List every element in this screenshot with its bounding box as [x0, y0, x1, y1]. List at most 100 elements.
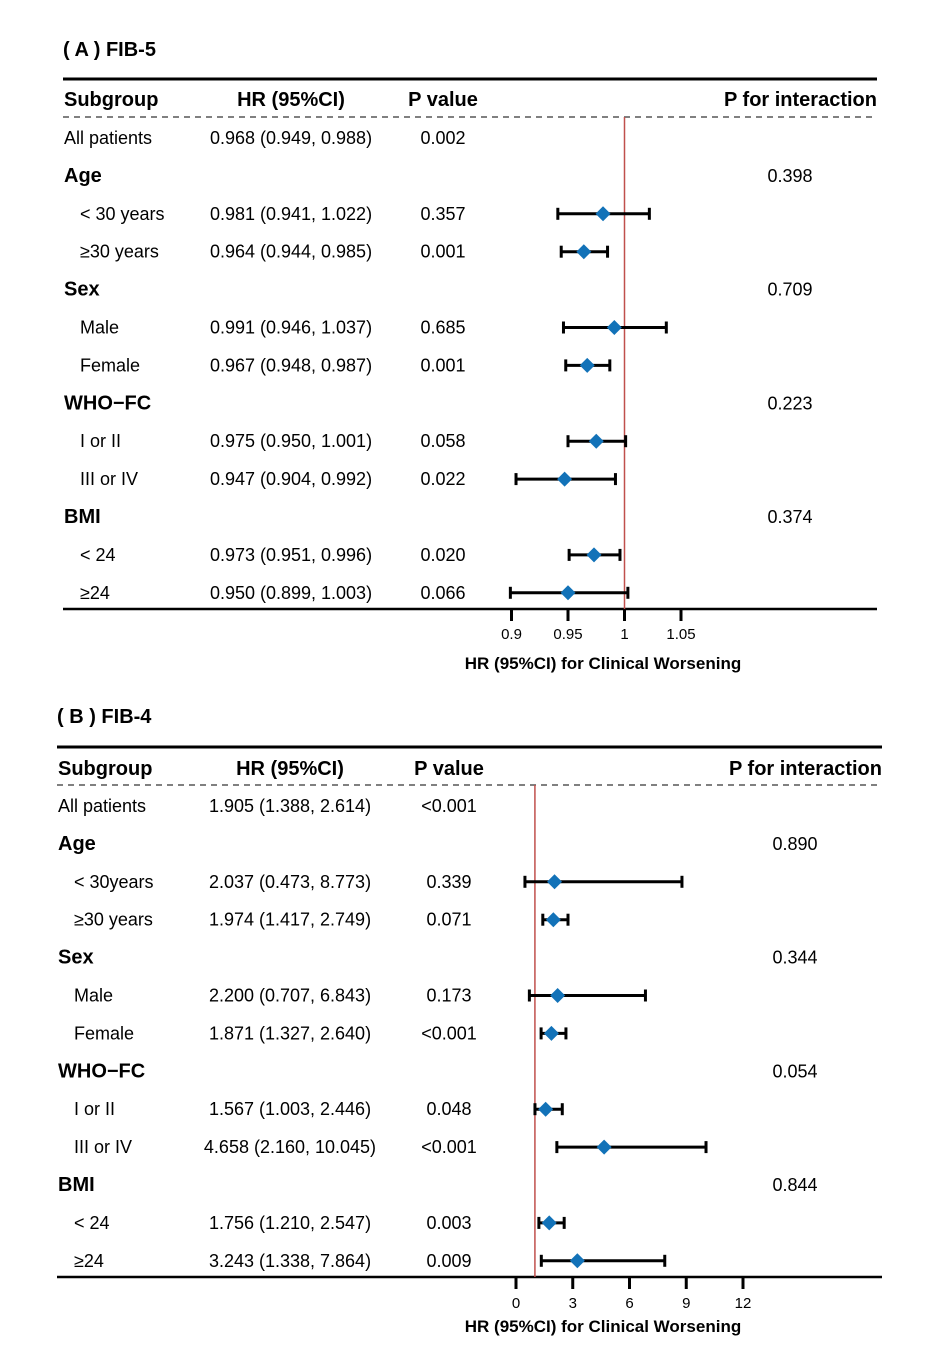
group-label: BMI — [58, 1174, 95, 1196]
hr-point-marker — [543, 1025, 559, 1041]
x-tick-label: 0.95 — [553, 626, 582, 643]
x-tick-label: 9 — [682, 1295, 690, 1312]
group-row: BMI 0.844 — [58, 1174, 818, 1196]
p-value: 0.071 — [426, 910, 471, 930]
subgroup-label: Female — [80, 355, 140, 375]
hr-ci-text: 0.981 (0.941, 1.022) — [210, 204, 372, 224]
hr-point-marker — [606, 320, 622, 335]
header-subgroup: Subgroup — [58, 758, 152, 780]
hr-ci-text: 1.974 (1.417, 2.749) — [209, 910, 371, 930]
hr-point-marker — [541, 1215, 557, 1231]
subgroup-label: All patients — [64, 128, 152, 148]
panel-b-fib4: ( B ) FIB-4 Subgroup HR (95%CI) P value P fo… — [57, 706, 882, 1336]
hr-ci-text: 0.973 (0.951, 0.996) — [210, 545, 372, 565]
group-row: Sex 0.344 — [58, 947, 818, 969]
p-interaction-value: 0.054 — [772, 1061, 817, 1081]
p-value: 0.066 — [420, 583, 465, 603]
p-value: 0.009 — [426, 1251, 471, 1271]
subgroup-label: ≥30 years — [74, 910, 153, 930]
hr-point-marker — [579, 357, 595, 373]
hr-ci-text: 2.200 (0.707, 6.843) — [209, 986, 371, 1006]
table-row: ≥24 3.243 (1.338, 7.864) 0.009 — [74, 1251, 667, 1271]
group-row: Age 0.398 — [64, 165, 813, 187]
subgroup-label: ≥30 years — [80, 242, 159, 262]
p-value: 0.001 — [420, 242, 465, 262]
subgroup-label: Male — [80, 318, 119, 338]
p-value: 0.685 — [420, 318, 465, 338]
p-interaction-value: 0.374 — [767, 507, 812, 527]
subgroup-label: I or II — [74, 1099, 115, 1119]
subgroup-label: < 30years — [74, 872, 154, 892]
p-value: 0.002 — [420, 128, 465, 148]
panel-title: ( B ) FIB-4 — [57, 706, 152, 728]
hr-point-marker — [586, 547, 602, 563]
table-row: All patients 0.968 (0.949, 0.988) 0.002 — [64, 128, 466, 148]
p-value: 0.020 — [420, 545, 465, 565]
header-subgroup: Subgroup — [64, 89, 158, 111]
group-label: Age — [64, 165, 102, 187]
header-hr: HR (95%CI) — [236, 758, 344, 780]
x-tick-label: 0 — [512, 1295, 520, 1312]
subgroup-label: < 24 — [74, 1213, 110, 1233]
table-row: ≥24 0.950 (0.899, 1.003) 0.066 — [80, 583, 630, 603]
x-axis-label: HR (95%CI) for Clinical Worsening — [465, 1317, 741, 1336]
hr-point-marker — [569, 1253, 585, 1269]
p-value: 0.022 — [420, 469, 465, 489]
hr-point-marker — [557, 471, 573, 487]
hr-ci-text: 3.243 (1.338, 7.864) — [209, 1251, 371, 1271]
group-row: BMI 0.374 — [64, 506, 813, 528]
table-row: III or IV 4.658 (2.160, 10.045) <0.001 — [74, 1137, 708, 1157]
hr-point-marker — [547, 874, 563, 890]
p-value: 0.048 — [426, 1099, 471, 1119]
hr-point-marker — [595, 206, 611, 222]
table-row: < 24 0.973 (0.951, 0.996) 0.020 — [80, 545, 622, 565]
group-label: Sex — [58, 947, 94, 969]
hr-ci-text: 0.964 (0.944, 0.985) — [210, 242, 372, 262]
p-interaction-value: 0.398 — [767, 166, 812, 186]
subgroup-label: ≥24 — [80, 583, 110, 603]
table-row: Female 0.967 (0.948, 0.987) 0.001 — [80, 355, 612, 375]
p-interaction-value: 0.223 — [767, 393, 812, 413]
hr-point-marker — [545, 912, 561, 928]
p-value: 0.339 — [426, 872, 471, 892]
p-interaction-value: 0.344 — [772, 948, 817, 968]
subgroup-label: III or IV — [80, 469, 138, 489]
hr-ci-text: 0.950 (0.899, 1.003) — [210, 583, 372, 603]
subgroup-label: I or II — [80, 431, 121, 451]
x-tick-label: 12 — [735, 1295, 752, 1312]
table-row: All patients 1.905 (1.388, 2.614) <0.001 — [58, 796, 477, 816]
subgroup-label: ≥24 — [74, 1251, 104, 1271]
hr-ci-text: 0.975 (0.950, 1.001) — [210, 431, 372, 451]
table-row: < 24 1.756 (1.210, 2.547) 0.003 — [74, 1213, 566, 1233]
group-label: WHO−FC — [58, 1060, 145, 1082]
table-row: III or IV 0.947 (0.904, 0.992) 0.022 — [80, 469, 617, 489]
p-value: <0.001 — [421, 796, 477, 816]
header-p-interaction: P for interaction — [724, 89, 877, 111]
x-tick-label: 1.05 — [666, 626, 695, 643]
group-row: Sex 0.709 — [64, 279, 813, 301]
table-row: ≥30 years 0.964 (0.944, 0.985) 0.001 — [80, 242, 610, 262]
p-interaction-value: 0.709 — [767, 280, 812, 300]
hr-ci-text: 0.947 (0.904, 0.992) — [210, 469, 372, 489]
header-p-value: P value — [408, 89, 478, 111]
hr-ci-text: 0.967 (0.948, 0.987) — [210, 355, 372, 375]
hr-ci-text: 1.756 (1.210, 2.547) — [209, 1213, 371, 1233]
p-value: 0.003 — [426, 1213, 471, 1233]
p-interaction-value: 0.844 — [772, 1175, 817, 1195]
subgroup-label: All patients — [58, 796, 146, 816]
p-value: 0.357 — [420, 204, 465, 224]
hr-ci-text: 0.991 (0.946, 1.037) — [210, 318, 372, 338]
p-value: <0.001 — [421, 1137, 477, 1157]
x-axis-label: HR (95%CI) for Clinical Worsening — [465, 654, 741, 673]
header-p-interaction: P for interaction — [729, 758, 882, 780]
group-row: WHO−FC 0.223 — [64, 392, 813, 414]
subgroup-label: Male — [74, 986, 113, 1006]
p-value: 0.001 — [420, 355, 465, 375]
group-label: BMI — [64, 506, 101, 528]
table-row: ≥30 years 1.974 (1.417, 2.749) 0.071 — [74, 910, 570, 930]
hr-point-marker — [588, 433, 604, 449]
subgroup-label: III or IV — [74, 1137, 132, 1157]
p-value: 0.058 — [420, 431, 465, 451]
group-label: WHO−FC — [64, 392, 151, 414]
